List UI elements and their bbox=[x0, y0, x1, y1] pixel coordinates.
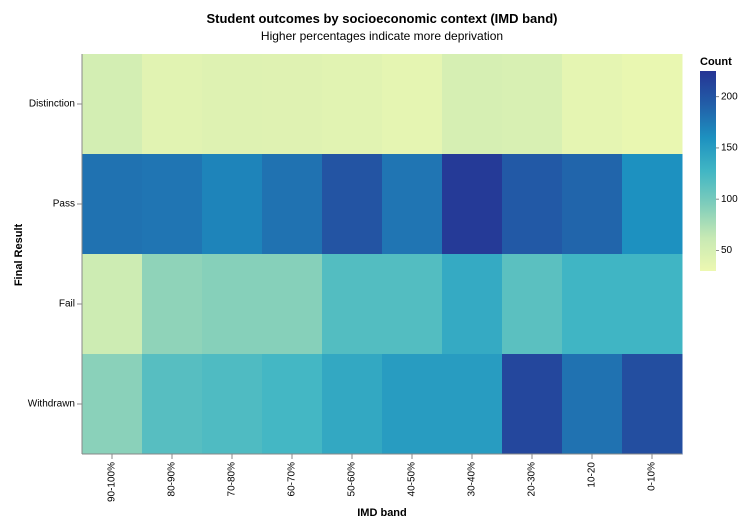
legend-tick-label: 200 bbox=[721, 91, 738, 102]
heatmap-cell bbox=[382, 254, 443, 355]
color-legend: Count 50 100 150 200 bbox=[700, 56, 738, 271]
legend-gradient-bar bbox=[700, 71, 716, 271]
heatmap-cell bbox=[262, 254, 323, 355]
heatmap-cell bbox=[202, 154, 263, 255]
legend-tick-label: 150 bbox=[721, 143, 738, 154]
heatmap-cell bbox=[82, 354, 143, 455]
x-tick-label: 40-50% bbox=[407, 462, 418, 497]
heatmap-cell bbox=[622, 354, 683, 455]
x-tick-label: 20-30% bbox=[527, 462, 538, 497]
heatmap-cell bbox=[322, 154, 383, 255]
heatmap-cell bbox=[442, 354, 503, 455]
x-tick-label: 10-20 bbox=[587, 462, 598, 488]
heatmap-cell bbox=[202, 54, 263, 155]
heatmap-cell bbox=[262, 54, 323, 155]
heatmap-cells bbox=[82, 54, 683, 455]
heatmap-cell bbox=[262, 354, 323, 455]
heatmap-cell bbox=[322, 354, 383, 455]
heatmap-cell bbox=[142, 54, 203, 155]
heatmap-cell bbox=[502, 154, 563, 255]
heatmap-cell bbox=[622, 54, 683, 155]
x-axis: 90-100% 80-90% 70-80% 60-70% 50-60% 40-50% 30-… bbox=[82, 453, 682, 502]
heatmap-cell bbox=[562, 254, 623, 355]
x-tick-label: 50-60% bbox=[347, 462, 358, 497]
heatmap-cell bbox=[382, 154, 443, 255]
legend-title: Count bbox=[700, 56, 732, 68]
x-tick-label: 90-100% bbox=[107, 462, 118, 502]
heatmap-cell bbox=[382, 54, 443, 155]
x-tick-label: 70-80% bbox=[227, 462, 238, 497]
heatmap-cell bbox=[382, 354, 443, 455]
y-tick-label: Distinction bbox=[29, 99, 75, 110]
x-tick-label: 0-10% bbox=[647, 462, 658, 491]
heatmap-cell bbox=[622, 254, 683, 355]
heatmap-cell bbox=[82, 154, 143, 255]
heatmap-cell bbox=[562, 354, 623, 455]
heatmap-cell bbox=[502, 254, 563, 355]
legend-tick-label: 50 bbox=[721, 245, 733, 256]
heatmap-cell bbox=[502, 354, 563, 455]
heatmap-cell bbox=[82, 54, 143, 155]
y-axis: Distinction Pass Fail Withdrawn bbox=[28, 54, 83, 454]
heatmap-cell bbox=[442, 254, 503, 355]
heatmap-cell bbox=[442, 154, 503, 255]
chart-subtitle: Higher percentages indicate more depriva… bbox=[261, 29, 503, 43]
heatmap-cell bbox=[562, 154, 623, 255]
heatmap-cell bbox=[82, 254, 143, 355]
y-axis-title: Final Result bbox=[13, 223, 25, 286]
legend-tick-label: 100 bbox=[721, 194, 738, 205]
heatmap-cell bbox=[322, 54, 383, 155]
heatmap-cell bbox=[202, 254, 263, 355]
y-tick-label: Withdrawn bbox=[28, 399, 75, 410]
chart-title: Student outcomes by socioeconomic contex… bbox=[206, 11, 557, 26]
x-tick-label: 60-70% bbox=[287, 462, 298, 497]
heatmap-cell bbox=[142, 254, 203, 355]
heatmap-cell bbox=[202, 354, 263, 455]
heatmap-cell bbox=[322, 254, 383, 355]
x-tick-label: 80-90% bbox=[167, 462, 178, 497]
heatmap-cell bbox=[622, 154, 683, 255]
y-tick-label: Fail bbox=[59, 299, 75, 310]
heatmap-cell bbox=[562, 54, 623, 155]
heatmap-cell bbox=[142, 354, 203, 455]
y-tick-label: Pass bbox=[53, 199, 75, 210]
heatmap-cell bbox=[142, 154, 203, 255]
heatmap-cell bbox=[262, 154, 323, 255]
heatmap-cell bbox=[502, 54, 563, 155]
x-tick-label: 30-40% bbox=[467, 462, 478, 497]
x-axis-title: IMD band bbox=[357, 507, 407, 519]
heatmap-cell bbox=[442, 54, 503, 155]
